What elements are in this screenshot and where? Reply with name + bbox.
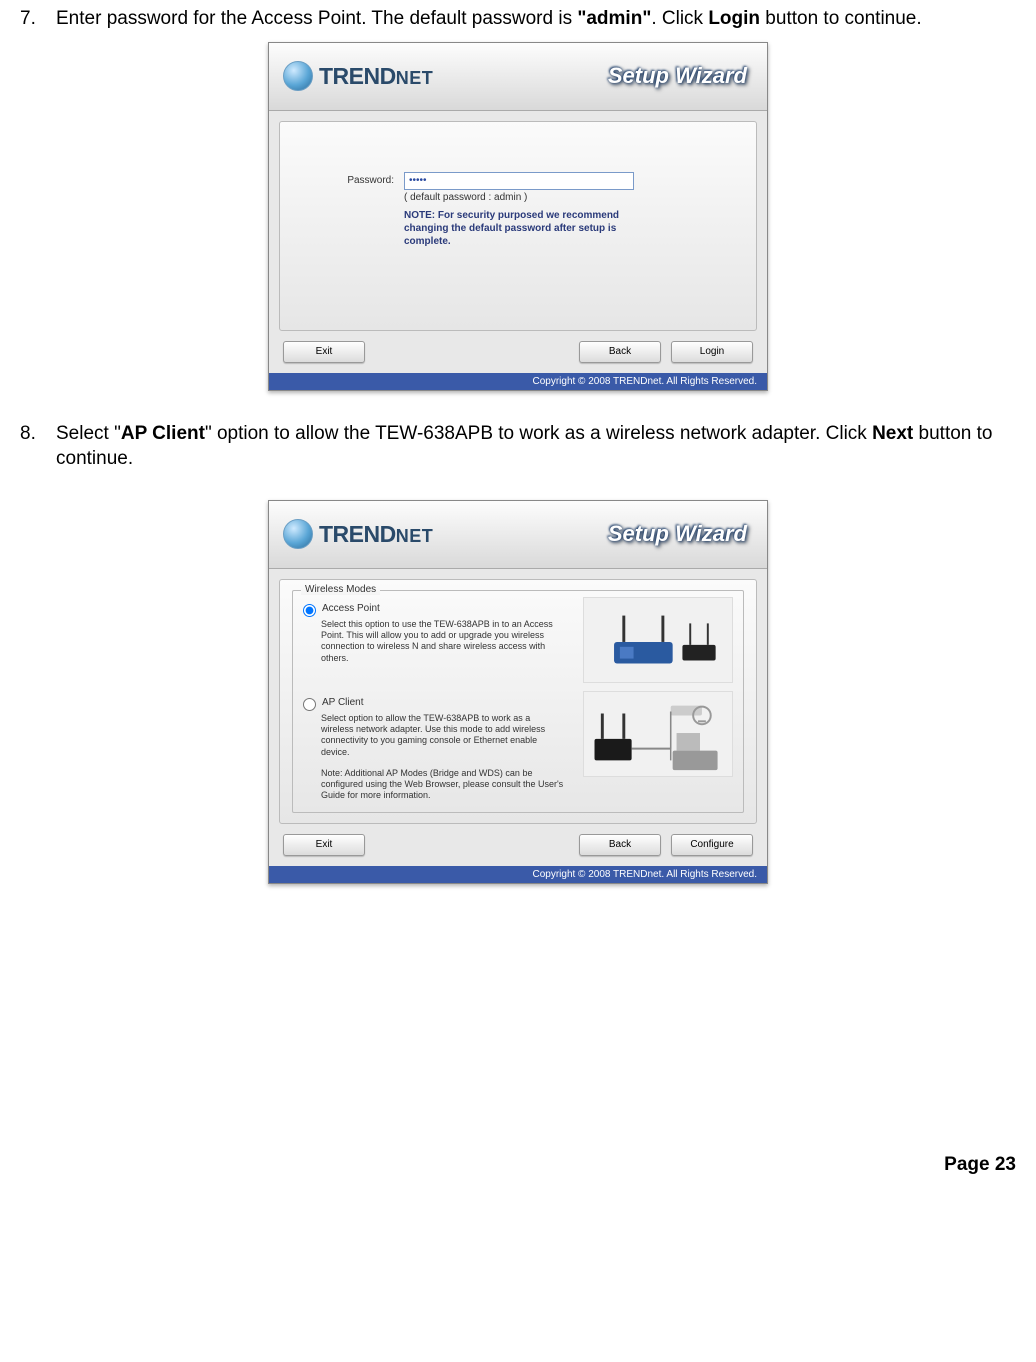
step-8-bold2: Next — [872, 423, 913, 444]
step-8-bold1: AP Client — [121, 423, 205, 444]
network-icon — [584, 692, 732, 776]
wizard-2-footer: Copyright © 2008 TRENDnet. All Rights Re… — [269, 866, 767, 883]
ap-client-desc: Select option to allow the TEW-638APB to… — [321, 713, 561, 758]
back-button[interactable]: Back — [579, 341, 661, 363]
brand-sub-2: NET — [396, 526, 434, 546]
brand-main: TREND — [319, 63, 396, 89]
wizard-1-header: TRENDNET Setup Wizard — [269, 43, 767, 111]
wizard-2-body: Wireless Modes Access Point Select this … — [279, 579, 757, 824]
wireless-modes-legend: Wireless Modes — [301, 584, 380, 595]
step-7-body: Enter password for the Access Point. The… — [56, 6, 1016, 32]
ap-client-label: AP Client — [322, 697, 364, 708]
login-button[interactable]: Login — [671, 341, 753, 363]
step-7-pre: Enter password for the Access Point. The… — [56, 8, 577, 29]
step-8-mid: " option to allow the TEW-638APB to work… — [205, 423, 872, 444]
back-button-2[interactable]: Back — [579, 834, 661, 856]
step-7: 7. Enter password for the Access Point. … — [20, 6, 1016, 391]
page-footer: Page 23 — [20, 1154, 1016, 1176]
globe-icon-2 — [283, 519, 313, 549]
step-8-number: 8. — [20, 421, 56, 472]
step-8-pre: Select " — [56, 423, 121, 444]
password-label: Password: — [336, 172, 394, 186]
ap-client-radio[interactable] — [303, 698, 316, 711]
step-7-text: 7. Enter password for the Access Point. … — [20, 6, 1016, 32]
step-7-mid: . Click — [651, 8, 708, 29]
brand-main-2: TREND — [319, 521, 396, 547]
brand-text-2: TRENDNET — [319, 521, 433, 548]
wizard-title-2: Setup Wizard — [608, 521, 753, 547]
access-point-label: Access Point — [322, 603, 380, 614]
router-icon — [584, 598, 732, 682]
wizard-title: Setup Wizard — [608, 63, 753, 89]
wizard-2-header: TRENDNET Setup Wizard — [269, 501, 767, 569]
brand-logo-2: TRENDNET — [283, 519, 433, 549]
brand-logo: TRENDNET — [283, 61, 433, 91]
step-7-bold1: "admin" — [577, 8, 651, 29]
access-point-radio[interactable] — [303, 604, 316, 617]
brand-text: TRENDNET — [319, 63, 433, 90]
page-number: 23 — [995, 1154, 1016, 1175]
access-point-image — [583, 597, 733, 683]
wizard-2: TRENDNET Setup Wizard Wireless Modes Acc… — [268, 500, 768, 884]
modes-note: Note: Additional AP Modes (Bridge and WD… — [321, 768, 571, 802]
globe-icon — [283, 61, 313, 91]
wizard-2-buttons: Exit Back Configure — [269, 824, 767, 866]
password-input[interactable] — [404, 172, 634, 190]
wizard-1: TRENDNET Setup Wizard Password: ( defaul… — [268, 42, 768, 391]
wizard-1-buttons: Exit Back Login — [269, 331, 767, 373]
exit-button-2[interactable]: Exit — [283, 834, 365, 856]
step-7-post: button to continue. — [760, 8, 922, 29]
step-8: 8. Select "AP Client" option to allow th… — [20, 421, 1016, 884]
wizard-1-footer: Copyright © 2008 TRENDnet. All Rights Re… — [269, 373, 767, 390]
step-7-number: 7. — [20, 6, 56, 32]
wireless-modes-fieldset: Wireless Modes Access Point Select this … — [292, 590, 744, 813]
exit-button[interactable]: Exit — [283, 341, 365, 363]
password-note: NOTE: For security purposed we recommend… — [404, 209, 654, 248]
step-8-text: 8. Select "AP Client" option to allow th… — [20, 421, 1016, 472]
brand-sub: NET — [396, 68, 434, 88]
password-hint: ( default password : admin ) — [404, 192, 740, 203]
configure-button[interactable]: Configure — [671, 834, 753, 856]
step-8-body: Select "AP Client" option to allow the T… — [56, 421, 1016, 472]
page-label: Page — [944, 1154, 995, 1175]
wizard-1-body: Password: ( default password : admin ) N… — [279, 121, 757, 331]
access-point-desc: Select this option to use the TEW-638APB… — [321, 619, 561, 664]
step-7-bold2: Login — [708, 8, 760, 29]
ap-client-image — [583, 691, 733, 777]
